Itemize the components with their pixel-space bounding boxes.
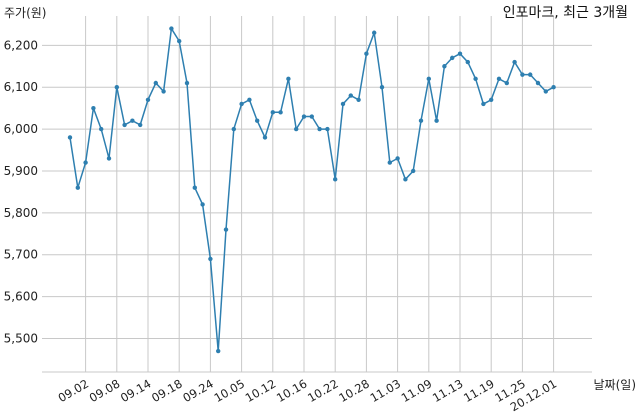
data-point: [333, 177, 338, 182]
data-point: [387, 160, 392, 165]
x-tick-label: 10.16: [274, 376, 310, 405]
data-point: [317, 126, 322, 132]
data-point: [208, 256, 213, 262]
data-point: [489, 97, 494, 102]
y-tick-label: 6,200: [4, 38, 38, 52]
data-point: [130, 118, 135, 123]
data-point: [434, 118, 439, 123]
data-point: [411, 168, 416, 174]
y-tick-label: 5,800: [4, 206, 38, 220]
price-line: [69, 26, 554, 352]
data-point: [450, 55, 455, 61]
x-tick-label: 10.22: [305, 376, 341, 405]
data-point: [278, 110, 283, 115]
x-tick-label: 09.24: [180, 376, 216, 405]
data-point: [161, 89, 166, 94]
data-point: [364, 51, 369, 56]
data-point: [379, 85, 385, 90]
data-point: [473, 76, 478, 82]
data-point: [67, 135, 73, 140]
x-tick-label: 09.02: [56, 376, 92, 405]
x-tick-label: 11.13: [430, 376, 466, 405]
data-point: [528, 72, 533, 77]
data-point: [301, 114, 307, 119]
data-point: [169, 26, 174, 31]
x-tick-label: 10.05: [212, 376, 248, 405]
data-point: [457, 51, 463, 56]
data-point: [192, 185, 197, 190]
x-tick-label: 09.18: [149, 376, 185, 405]
data-point: [426, 76, 431, 82]
data-point: [325, 126, 330, 132]
data-point: [106, 156, 112, 161]
x-tick-label: 10.12: [243, 376, 279, 405]
data-point: [286, 76, 291, 82]
data-point: [122, 122, 127, 128]
x-tick-label: 11.03: [368, 376, 404, 405]
x-tick-label: 10.28: [336, 376, 372, 405]
data-point: [153, 80, 158, 86]
x-tick-label: 09.14: [118, 376, 154, 405]
data-point: [512, 59, 517, 65]
data-point: [223, 227, 229, 232]
data-point: [348, 93, 353, 98]
data-point: [91, 105, 96, 111]
data-point: [177, 38, 182, 44]
y-tick-label: 5,900: [4, 164, 38, 178]
x-axis-label: 날짜(일): [593, 378, 636, 392]
data-point: [535, 80, 541, 86]
data-point: [114, 85, 120, 90]
data-point: [255, 118, 260, 123]
data-point: [239, 101, 244, 107]
y-tick-label: 5,600: [4, 290, 38, 304]
data-point: [294, 126, 299, 132]
data-point: [340, 101, 346, 107]
y-axis-label: 주가(원): [4, 6, 47, 20]
data-point: [247, 97, 252, 102]
data-point: [418, 118, 424, 123]
data-point: [200, 202, 205, 207]
data-point: [356, 97, 361, 102]
data-point: [75, 185, 81, 190]
y-tick-label: 5,700: [4, 248, 38, 262]
data-point: [481, 101, 486, 107]
x-tick-label: 11.19: [461, 376, 497, 405]
data-point: [551, 85, 556, 90]
data-point: [504, 80, 509, 86]
data-point: [496, 76, 502, 82]
data-point: [395, 156, 400, 161]
y-tick-label: 6,100: [4, 80, 38, 94]
data-point: [145, 97, 151, 102]
data-point: [403, 177, 408, 182]
y-tick-label: 6,000: [4, 122, 38, 136]
chart-title: 인포마크, 최근 3개월: [502, 5, 628, 21]
data-point: [83, 160, 88, 165]
data-point: [262, 135, 268, 140]
data-point: [138, 122, 143, 128]
data-point: [520, 72, 525, 77]
x-tick-label: 11.09: [399, 376, 435, 405]
data-point: [543, 89, 548, 94]
data-point: [465, 59, 470, 65]
data-point: [184, 80, 190, 86]
data-point: [99, 126, 104, 132]
x-tick-label: 09.08: [87, 376, 123, 405]
data-point: [372, 30, 377, 35]
data-point: [270, 110, 275, 115]
data-point: [231, 126, 236, 132]
data-point: [309, 114, 314, 119]
data-point: [442, 64, 447, 69]
data-point: [216, 348, 221, 354]
y-tick-label: 5,500: [4, 331, 38, 345]
